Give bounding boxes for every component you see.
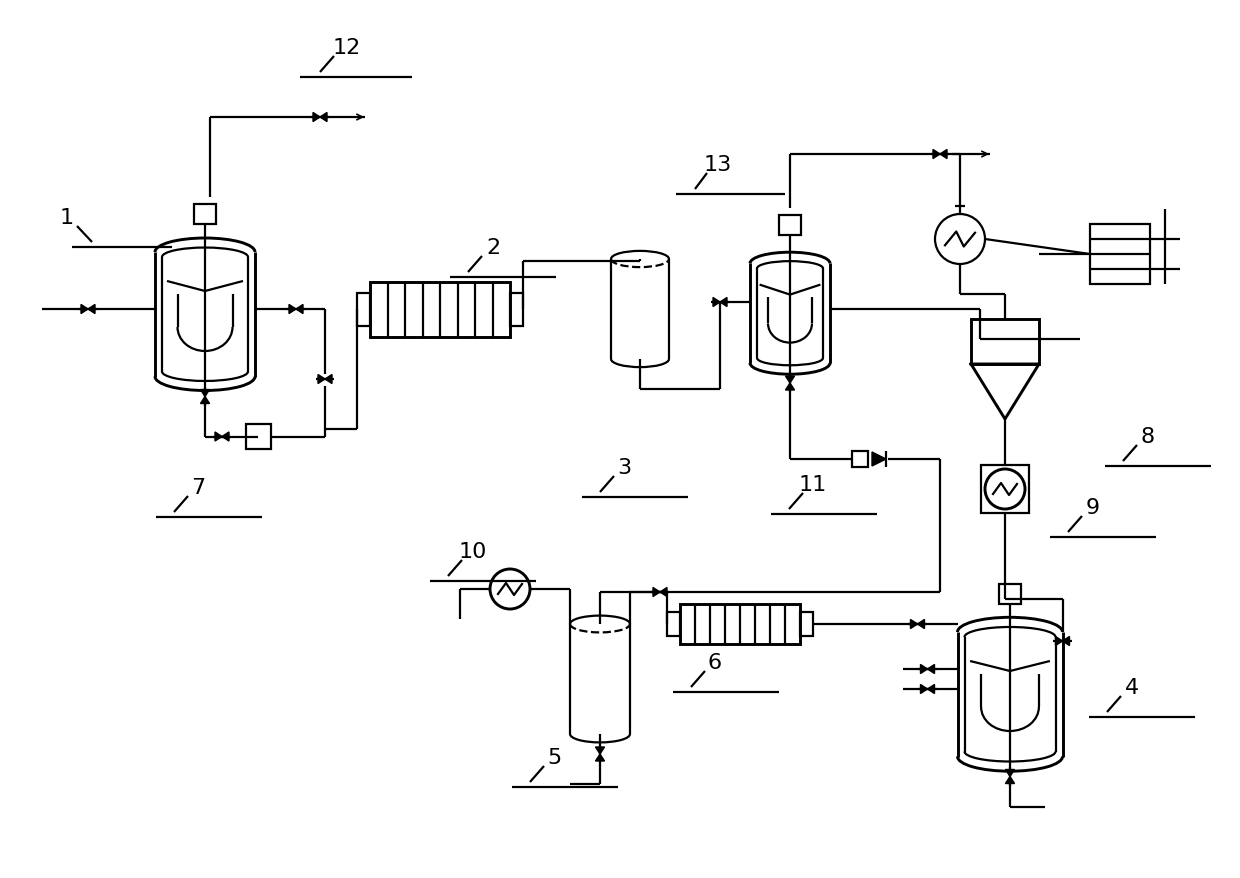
Text: 12: 12: [332, 38, 361, 58]
Bar: [357, 293, 370, 326]
Polygon shape: [928, 665, 935, 673]
Bar: [667, 612, 680, 637]
Text: 8: 8: [1141, 427, 1156, 447]
Bar: [193, 205, 216, 225]
Polygon shape: [920, 685, 928, 694]
Bar: [510, 293, 523, 326]
Polygon shape: [918, 620, 925, 629]
Polygon shape: [660, 587, 667, 597]
Polygon shape: [317, 375, 325, 384]
Text: 7: 7: [191, 478, 205, 498]
Polygon shape: [222, 433, 229, 442]
Polygon shape: [595, 747, 605, 754]
Polygon shape: [88, 305, 95, 314]
Polygon shape: [940, 150, 947, 160]
Text: 2: 2: [486, 238, 500, 258]
Polygon shape: [920, 665, 928, 673]
Polygon shape: [1006, 770, 1014, 777]
Text: 11: 11: [799, 474, 827, 494]
Polygon shape: [932, 150, 940, 160]
Polygon shape: [215, 433, 222, 442]
Polygon shape: [910, 620, 918, 629]
Bar: [852, 451, 868, 467]
Bar: [1090, 225, 1149, 284]
Polygon shape: [81, 305, 88, 314]
Polygon shape: [1006, 777, 1014, 783]
Polygon shape: [312, 113, 320, 122]
Polygon shape: [653, 587, 660, 597]
Bar: [999, 585, 1021, 604]
Polygon shape: [785, 377, 795, 384]
Bar: [680, 604, 800, 644]
Polygon shape: [325, 375, 332, 384]
Polygon shape: [595, 754, 605, 761]
Polygon shape: [1063, 637, 1069, 646]
Polygon shape: [201, 397, 210, 404]
Polygon shape: [289, 305, 296, 314]
Polygon shape: [713, 299, 720, 307]
Bar: [246, 425, 270, 450]
Polygon shape: [928, 685, 935, 694]
Bar: [981, 465, 1029, 514]
Text: 10: 10: [459, 542, 487, 561]
Polygon shape: [720, 299, 727, 307]
Text: 9: 9: [1086, 498, 1100, 517]
Text: 1: 1: [60, 208, 74, 227]
Text: 5: 5: [547, 747, 562, 767]
Polygon shape: [785, 384, 795, 391]
Bar: [971, 320, 1039, 364]
Text: 4: 4: [1125, 677, 1140, 697]
Bar: [800, 612, 813, 637]
Polygon shape: [1055, 637, 1063, 646]
Bar: [370, 282, 510, 337]
Polygon shape: [296, 305, 303, 314]
Text: 6: 6: [708, 652, 722, 673]
Polygon shape: [201, 390, 210, 397]
Bar: [779, 216, 801, 236]
Text: 3: 3: [618, 457, 631, 478]
Text: 13: 13: [704, 155, 732, 175]
Polygon shape: [320, 113, 327, 122]
Polygon shape: [872, 452, 887, 466]
